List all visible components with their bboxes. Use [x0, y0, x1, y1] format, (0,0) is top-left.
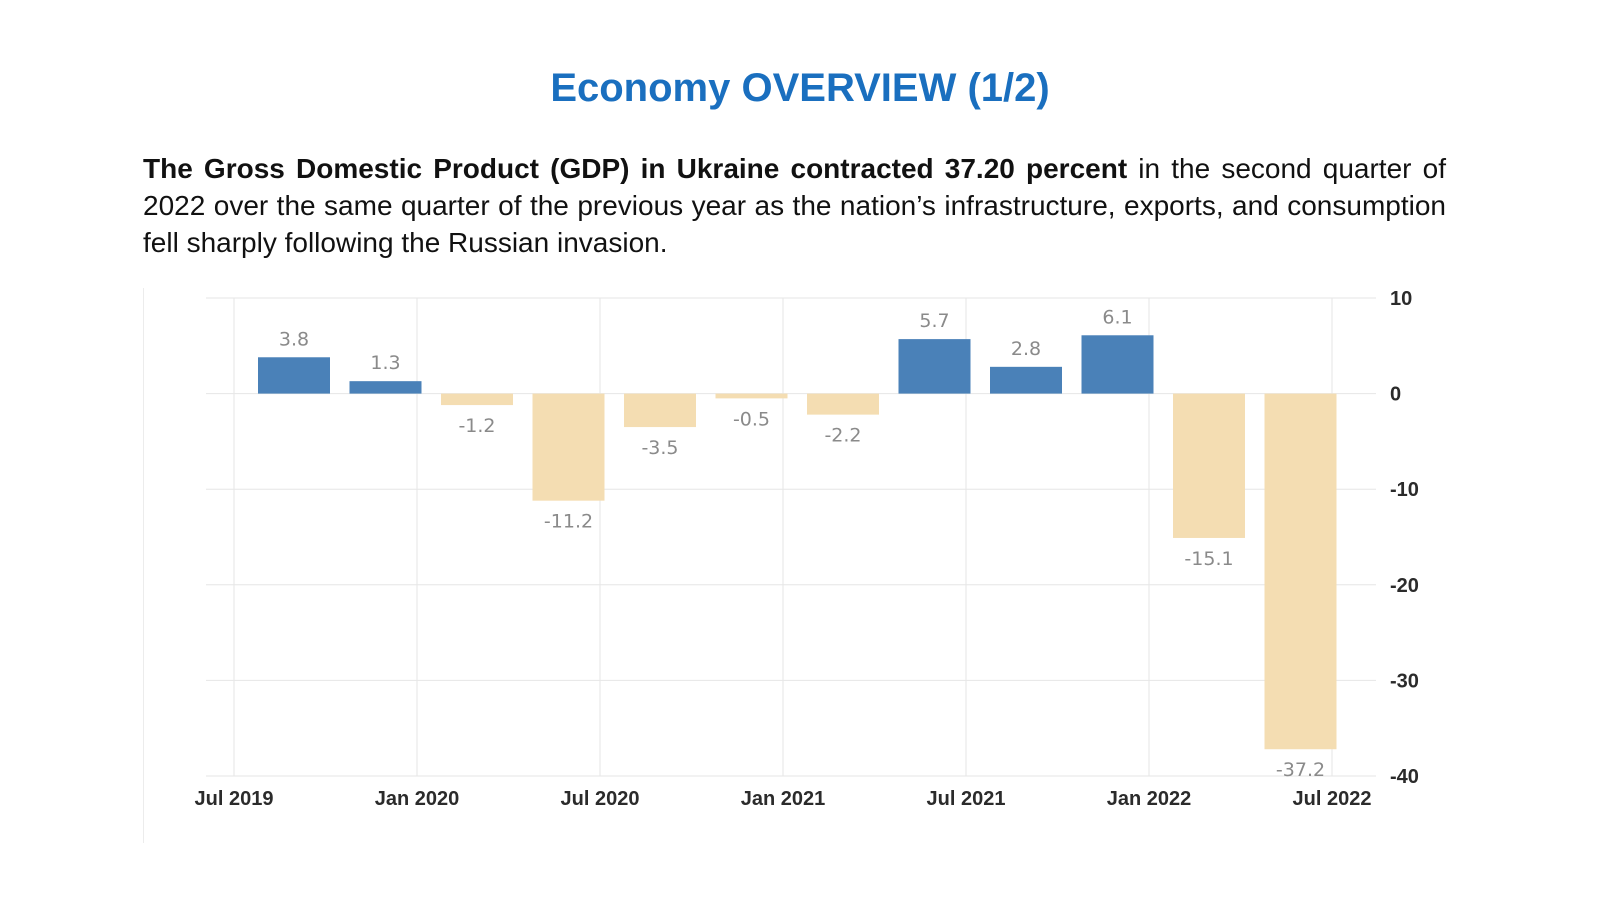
x-tick-label: Jan 2020: [375, 788, 460, 810]
bar-value-label: 5.7: [919, 310, 949, 332]
gdp-bar: [898, 339, 971, 394]
bar-value-label: -15.1: [1184, 548, 1233, 570]
y-tick-label: 0: [1390, 384, 1401, 406]
bar-value-label: -37.2: [1276, 759, 1325, 781]
bar-value-label: -2.2: [824, 425, 861, 447]
bar-value-label: 3.8: [279, 328, 309, 350]
bar-value-labels: 3.8 1.3 -1.2 -11.2 -3.5 -0.5 -2.2 5.7 2.8 6.1 -15.…: [279, 306, 1325, 781]
gdp-bar: [1081, 335, 1154, 394]
bar-value-label: -11.2: [544, 511, 593, 533]
y-tick-label: -10: [1390, 479, 1419, 501]
bar-value-label: 2.8: [1011, 338, 1041, 360]
bars: [258, 335, 1337, 750]
gdp-chart-container: 3.8 1.3 -1.2 -11.2 -3.5 -0.5 -2.2 5.7 2.8 6.1 -15.…: [143, 288, 1474, 843]
y-tick-label: -20: [1390, 575, 1419, 597]
axis-labels: 10 0 -10 -20 -30 -40 Jul 2019 Jan 2020 Jul 2020 J…: [195, 288, 1419, 810]
x-tick-label: Jan 2022: [1107, 788, 1192, 810]
gdp-bar: [441, 393, 513, 406]
gdp-bar: [349, 381, 422, 394]
x-tick-label: Jul 2019: [195, 788, 274, 810]
gdp-bar: [990, 366, 1062, 394]
bar-value-label: 1.3: [370, 352, 400, 374]
intro-highlight: The Gross Domestic Product (GDP) in Ukra…: [143, 153, 1128, 184]
gdp-bar: [807, 393, 879, 415]
slide-title: Economy OVERVIEW (1/2): [550, 66, 1050, 110]
gdp-bar: [1264, 393, 1337, 750]
bar-value-label: -3.5: [641, 437, 678, 459]
bar-value-label: -0.5: [733, 408, 770, 430]
y-tick-label: -30: [1390, 670, 1419, 692]
bar-value-label: -1.2: [458, 415, 495, 437]
gdp-bar: [715, 393, 788, 399]
gdp-bar: [258, 357, 330, 394]
gdp-bar-chart: 3.8 1.3 -1.2 -11.2 -3.5 -0.5 -2.2 5.7 2.8 6.1 -15.…: [195, 288, 1419, 810]
intro-text: in the second quarter of 2022 over the s…: [143, 153, 1446, 258]
gdp-bar: [532, 393, 605, 501]
x-tick-label: Jul 2020: [561, 788, 640, 810]
bar-value-label: 6.1: [1102, 306, 1132, 328]
x-tick-label: Jul 2021: [927, 788, 1006, 810]
y-tick-label: -40: [1390, 766, 1419, 788]
y-tick-label: 10: [1390, 288, 1412, 310]
x-tick-label: Jan 2021: [741, 788, 826, 810]
x-tick-label: Jul 2022: [1293, 788, 1372, 810]
gdp-bar: [624, 393, 696, 428]
gdp-bar: [1173, 393, 1245, 538]
intro-paragraph: The Gross Domestic Product (GDP) in Ukra…: [143, 150, 1446, 261]
